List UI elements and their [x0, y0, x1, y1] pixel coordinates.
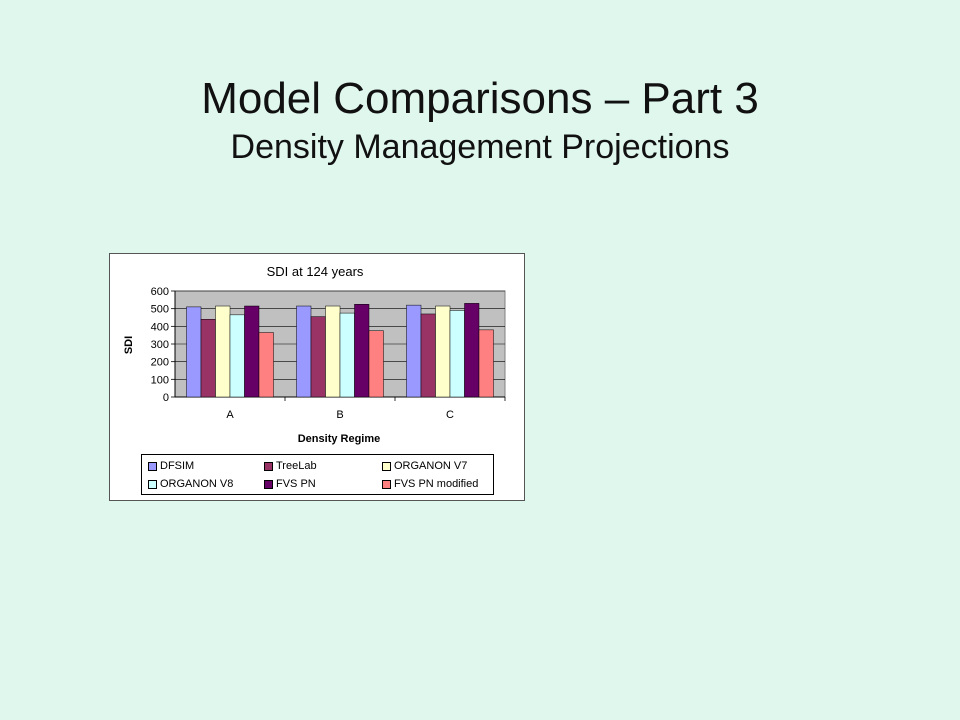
- x-tick-labels: A B C: [226, 409, 454, 421]
- bar-dfsim-a: [186, 306, 202, 398]
- bar-treelab-b: [310, 316, 326, 398]
- legend-swatch: [264, 479, 273, 489]
- chart-title: SDI at 124 years: [267, 264, 364, 279]
- bar-organon-v7-a: [215, 305, 231, 398]
- y-tick-label: 500: [151, 304, 169, 316]
- legend-swatch: [148, 479, 157, 489]
- legend-swatch: [382, 479, 391, 489]
- legend-item: ORGANON V7: [382, 457, 499, 475]
- bar-dfsim-c: [406, 304, 422, 398]
- bar-fvs-pn-a: [244, 305, 260, 398]
- y-tick-label: 300: [151, 339, 169, 351]
- y-axis-label: SDI: [123, 336, 135, 354]
- x-tick-label: A: [226, 409, 234, 421]
- legend-label: FVS PN modified: [394, 478, 479, 490]
- x-tick-label: B: [336, 409, 343, 421]
- y-tick-label: 0: [163, 392, 169, 404]
- bar-fvs-pn-modified-b: [368, 330, 384, 398]
- y-tick-label: 200: [151, 357, 169, 369]
- chart-legend: DFSIM TreeLab ORGANON V7 ORGANON V8 FVS PN FV…: [141, 454, 494, 495]
- bar-dfsim-b: [296, 305, 312, 398]
- chart-container: SDI at 124 years 0 100 200 300 400 500 600 A B C…: [109, 253, 525, 501]
- y-tick-label: 100: [151, 374, 169, 386]
- legend-item: TreeLab: [264, 457, 382, 475]
- legend-item: FVS PN: [264, 475, 382, 493]
- legend-label: FVS PN: [276, 478, 316, 490]
- legend-swatch: [382, 461, 391, 471]
- legend-label: ORGANON V8: [160, 478, 234, 490]
- bar-chart: SDI at 124 years 0 100 200 300 400 500 600 A B C…: [123, 264, 506, 445]
- bars-group: [186, 303, 494, 398]
- legend-item: ORGANON V8: [148, 475, 264, 493]
- bar-fvs-pn-modified-c: [478, 329, 494, 398]
- bar-fvs-pn-c: [464, 303, 480, 398]
- bar-organon-v7-c: [435, 305, 451, 398]
- bar-organon-v8-c: [449, 310, 465, 398]
- bar-organon-v8-b: [339, 312, 355, 398]
- x-axis-label: Density Regime: [298, 433, 381, 445]
- legend-swatch: [264, 461, 273, 471]
- legend-label: ORGANON V7: [394, 460, 468, 472]
- bar-fvs-pn-modified-a: [258, 332, 274, 398]
- bar-organon-v8-a: [229, 314, 245, 398]
- slide-title: Model Comparisons – Part 3 Density Manag…: [0, 74, 960, 168]
- slide-main-title: Model Comparisons – Part 3: [201, 74, 759, 123]
- y-tick-label: 600: [151, 286, 169, 298]
- legend-label: TreeLab: [276, 460, 317, 472]
- slide-subtitle: Density Management Projections: [230, 128, 730, 166]
- y-tick-label: 400: [151, 321, 169, 333]
- legend-item: FVS PN modified: [382, 475, 499, 493]
- bar-treelab-c: [420, 313, 436, 398]
- legend-label: DFSIM: [160, 460, 195, 472]
- x-tick-label: C: [446, 409, 454, 421]
- y-tick-labels: 0 100 200 300 400 500 600: [151, 286, 169, 404]
- bar-organon-v7-b: [325, 305, 341, 398]
- bar-fvs-pn-b: [354, 304, 370, 398]
- bar-treelab-a: [200, 319, 216, 398]
- legend-item: DFSIM: [148, 457, 264, 475]
- legend-swatch: [148, 461, 157, 471]
